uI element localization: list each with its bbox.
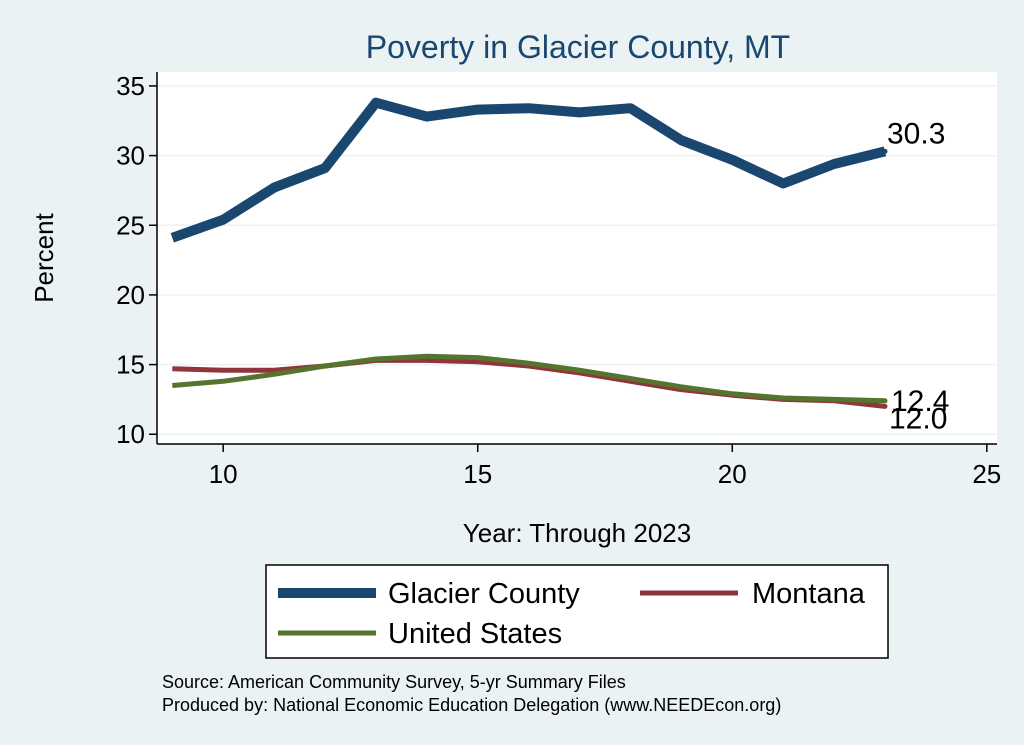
y-tick-label: 30 [116,141,145,171]
series-end-point [882,403,888,409]
series-end-point [882,398,888,404]
y-axis-title: Percent [29,212,59,302]
legend-label: Glacier County [388,578,580,610]
series-line-glacier-county [170,97,887,243]
plot-area [157,72,997,444]
chart-title: Poverty in Glacier County, MT [366,29,790,65]
end-label: 30.3 [887,117,945,150]
y-tick-label: 10 [116,419,145,449]
grid [157,85,997,435]
end-label: 12.0 [889,402,947,435]
legend: Glacier County Montana United States [265,564,889,659]
y-tick-label: 25 [116,210,145,240]
x-tick-label: 15 [463,459,492,489]
series [170,97,888,409]
end-label: 12.4 [891,385,949,418]
y-tick-label: 35 [116,71,145,101]
y-tick-label: 20 [116,280,145,310]
legend-box [265,564,889,659]
legend-label: United States [388,618,562,650]
series-end-point [882,148,888,154]
x-tick-label: 10 [209,459,238,489]
series-line-united-states [172,353,886,404]
x-tick-label: 20 [718,459,747,489]
produced-by-note: Produced by: National Economic Education… [162,695,781,715]
y-tick-label: 15 [116,350,145,380]
axes: 10 15 20 25 30 35 10 15 20 25 [116,71,1001,489]
end-labels: 30.3 12.012.4 [887,117,949,435]
x-axis-title: Year: Through 2023 [463,518,691,548]
x-tick-label: 25 [972,459,1001,489]
source-note: Source: American Community Survey, 5-yr … [162,672,626,692]
legend-label: Montana [752,578,866,610]
